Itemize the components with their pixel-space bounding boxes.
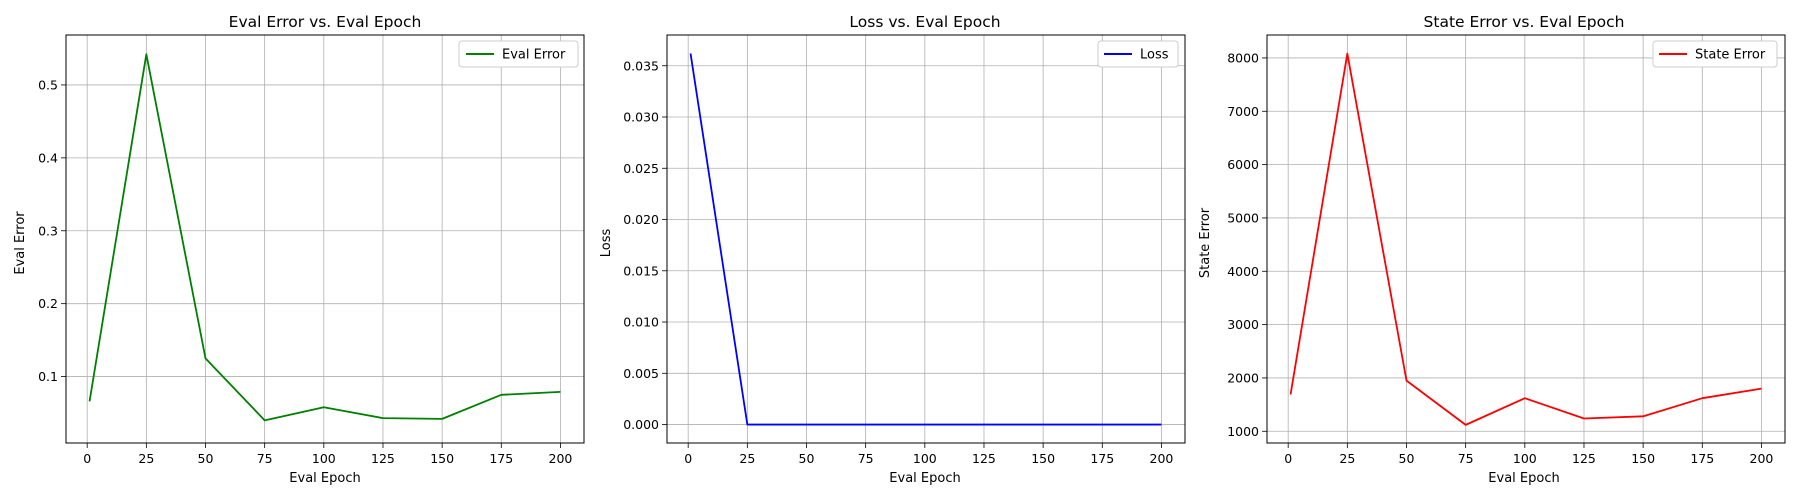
x-tick-label: 200 [549,451,573,466]
y-tick-label: 0.1 [38,369,58,384]
x-tick-label: 50 [799,451,815,466]
axis-ticks: 0 25 50 75 100 125 150 175 200 0.000 0.005 0.010 0.0… [623,58,1173,466]
series-line [689,53,1162,426]
x-tick-label: 125 [371,451,395,466]
axis-ticks: 0 25 50 75 100 125 150 175 200 0.1 0.2 0.3 0.4 0.5 [38,77,572,466]
y-tick-label: 0.015 [623,263,659,278]
legend-box [458,40,579,68]
x-axis-label: Eval Epoch [1488,471,1559,486]
y-tick-label: 0.5 [38,77,58,92]
plot-area [65,34,585,444]
y-tick-label: 0.000 [623,417,659,432]
x-tick-label: 200 [1150,451,1174,466]
legend: Loss [1097,40,1179,68]
x-tick-label: 75 [1458,451,1474,466]
chart-title: Loss vs. Eval Epoch [849,13,1000,31]
y-tick-label: 1000 [1227,424,1259,439]
legend-box [1652,40,1778,68]
y-tick-label: 0.005 [623,366,659,381]
axes-frame [666,34,1186,444]
loss-panel: Loss vs. Eval Epoch Eval Epoch Loss 0 25 5… [599,13,1186,486]
x-tick-label: 75 [858,451,874,466]
eval-error-panel: Eval Error vs. Eval Epoch Eval Epoch Eva… [13,13,585,486]
x-tick-label: 25 [138,451,154,466]
axes-frame [1266,34,1786,444]
x-tick-label: 0 [83,451,91,466]
y-tick-label: 0.030 [623,110,659,125]
x-tick-label: 175 [1090,451,1114,466]
y-tick-label: 0.3 [38,223,58,238]
x-tick-label: 50 [198,451,214,466]
legend-label: Eval Error [502,48,566,63]
x-tick-label: 25 [739,451,755,466]
y-tick-label: 0.020 [623,212,659,227]
x-tick-label: 25 [1339,451,1355,466]
y-tick-label: 4000 [1227,264,1259,279]
legend-label: Loss [1140,48,1169,63]
x-tick-label: 0 [1284,451,1292,466]
series-line [1289,52,1762,426]
legend-label: State Error [1695,48,1766,63]
legend-box [1097,40,1179,68]
y-tick-label: 0.035 [623,58,659,73]
y-tick-label: 0.025 [623,161,659,176]
y-axis-label: State Error [1198,207,1213,278]
y-axis-label: Eval Error [13,211,28,275]
x-tick-label: 150 [1631,451,1655,466]
x-tick-label: 100 [913,451,937,466]
x-tick-label: 150 [1031,451,1055,466]
plot-area [666,34,1186,444]
x-axis-label: Eval Epoch [289,471,360,486]
x-tick-label: 0 [684,451,692,466]
x-tick-label: 125 [972,451,996,466]
x-axis-label: Eval Epoch [889,471,960,486]
chart-title: State Error vs. Eval Epoch [1424,13,1625,31]
x-tick-label: 175 [1690,451,1714,466]
state-error-panel: State Error vs. Eval Epoch Eval Epoch St… [1198,13,1786,486]
y-tick-label: 5000 [1227,210,1259,225]
y-tick-label: 3000 [1227,317,1259,332]
y-tick-label: 2000 [1227,370,1259,385]
x-tick-label: 100 [1513,451,1537,466]
y-tick-label: 8000 [1227,50,1259,65]
x-tick-label: 75 [257,451,273,466]
x-tick-label: 100 [312,451,336,466]
axes-frame [65,34,585,444]
plot-area [1266,34,1786,444]
legend: Eval Error [458,40,579,68]
y-axis-label: Loss [599,229,614,258]
x-tick-label: 50 [1399,451,1415,466]
series-line [88,53,561,422]
y-tick-label: 0.4 [38,150,58,165]
legend: State Error [1652,40,1778,68]
y-tick-label: 7000 [1227,104,1259,119]
x-tick-label: 150 [430,451,454,466]
y-tick-label: 0.2 [38,296,58,311]
chart-title: Eval Error vs. Eval Epoch [229,13,422,31]
x-tick-label: 175 [489,451,513,466]
y-tick-label: 0.010 [623,315,659,330]
axis-ticks: 0 25 50 75 100 125 150 175 200 1000 2000 3000 4000 50… [1227,50,1773,466]
x-tick-label: 125 [1572,451,1596,466]
x-tick-label: 200 [1750,451,1774,466]
y-tick-label: 6000 [1227,157,1259,172]
